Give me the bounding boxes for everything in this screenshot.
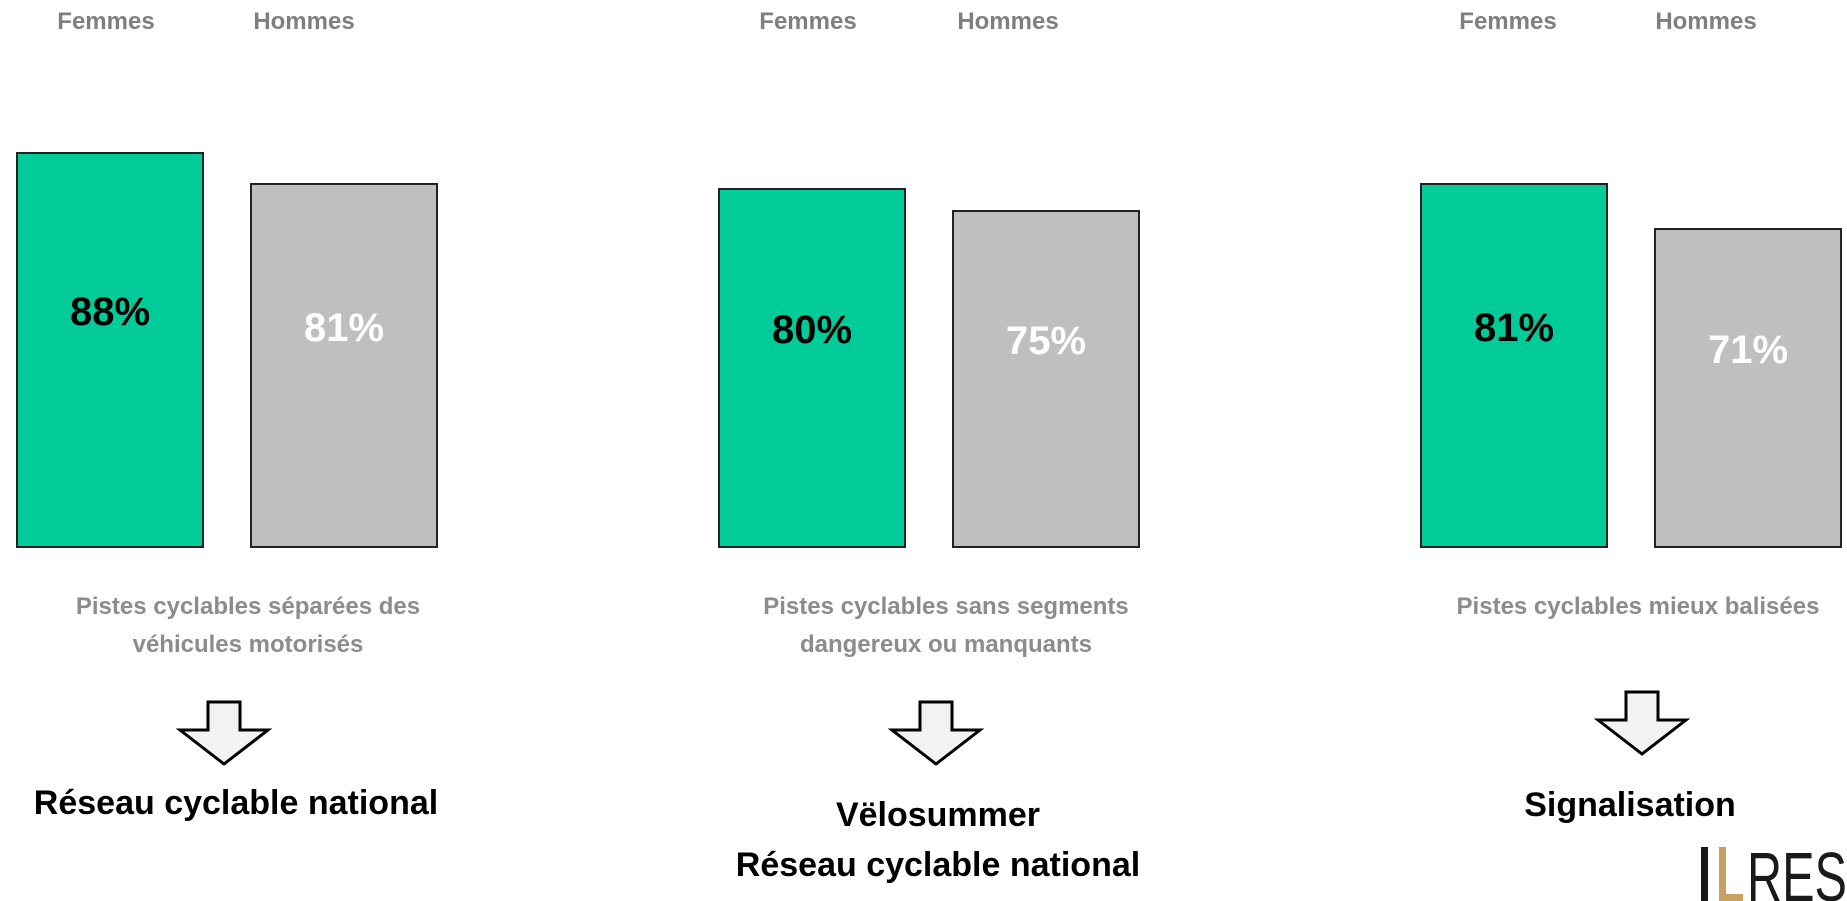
caption-line-2: dangereux ou manquants	[799, 631, 1093, 658]
result-line-1: Signalisation	[1524, 786, 1736, 824]
caption-line-1: Pistes cyclables sans segments	[763, 593, 1129, 620]
series-label-femmes: Femmes	[1459, 8, 1557, 35]
result-text: Réseau cyclable national	[6, 778, 466, 828]
result-line-2: Réseau cyclable national	[735, 846, 1141, 884]
arrow-down-icon	[1594, 690, 1690, 756]
caption-line-1: Pistes cyclables séparées des	[75, 593, 421, 620]
result-line-1: Vëlosummer	[835, 796, 1041, 834]
value-label-femmes: 88%	[69, 290, 151, 334]
caption: Pistes cyclables mieux balisées	[1418, 588, 1847, 626]
bar-femmes	[718, 188, 906, 548]
caption: Pistes cyclables séparées des véhicules …	[28, 588, 468, 664]
series-label-hommes: Hommes	[957, 8, 1059, 35]
bar-hommes	[250, 183, 438, 548]
series-label-femmes: Femmes	[759, 8, 857, 35]
plot-area: 88% 81%	[16, 80, 456, 548]
value-label-hommes: 81%	[303, 305, 385, 350]
result-text: Signalisation	[1410, 780, 1847, 830]
bar-femmes	[1420, 183, 1608, 548]
caption: Pistes cyclables sans segments dangereux…	[726, 588, 1166, 664]
value-label-femmes: 81%	[1473, 305, 1555, 350]
bar-hommes	[1654, 228, 1842, 548]
series-label-femmes: Femmes	[57, 8, 155, 35]
caption-line-1: Pistes cyclables mieux balisées	[1456, 593, 1820, 620]
plot-area: 80% 75%	[718, 80, 1158, 548]
arrow-down-icon	[888, 700, 984, 766]
series-label-hommes: Hommes	[1655, 8, 1757, 35]
result-text: Vëlosummer Réseau cyclable national	[708, 790, 1168, 890]
caption-line-2: véhicules motorisés	[132, 631, 364, 658]
series-label-hommes: Hommes	[253, 8, 355, 35]
arrow-down-icon	[176, 700, 272, 766]
value-label-hommes: 71%	[1707, 328, 1789, 372]
result-line-1: Réseau cyclable national	[33, 784, 439, 822]
bar-hommes	[952, 210, 1140, 548]
bar-femmes	[16, 152, 204, 548]
ilres-logo-icon: RES	[1701, 838, 1847, 901]
svg-text:RES: RES	[1747, 838, 1847, 901]
plot-area: 81% 71%	[1420, 80, 1847, 548]
value-label-hommes: 75%	[1005, 319, 1087, 363]
value-label-femmes: 80%	[771, 308, 853, 352]
